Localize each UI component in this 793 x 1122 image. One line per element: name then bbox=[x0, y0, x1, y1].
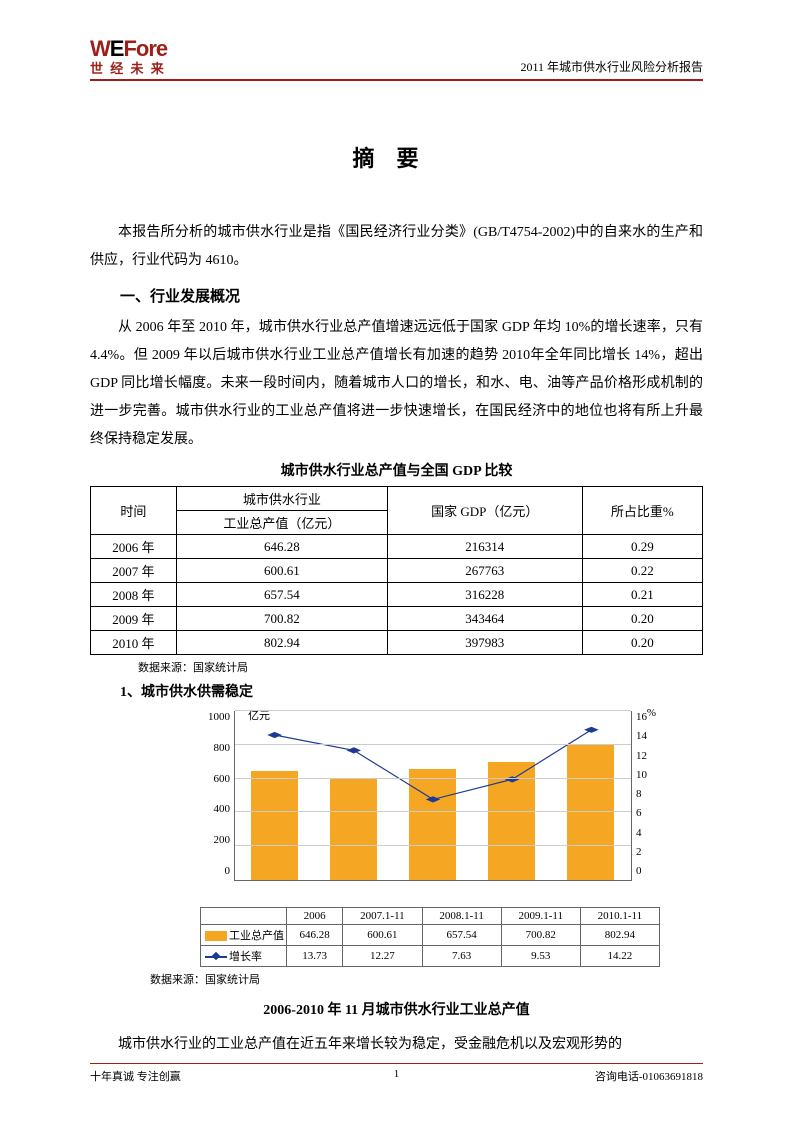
y-right-tick: 16 bbox=[636, 711, 647, 723]
header: WEFore 世 经 未 来 2011 年城市供水行业风险分析报告 bbox=[90, 38, 703, 81]
table-cell: 2008 年 bbox=[91, 583, 177, 607]
header-title: 2011 年城市供水行业风险分析报告 bbox=[520, 58, 703, 75]
logo-w: W bbox=[90, 36, 110, 61]
y-left-tick: 1000 bbox=[208, 711, 230, 723]
gdp-comparison-table: 时间 城市供水行业 国家 GDP（亿元） 所占比重% 工业总产值（亿元） 200… bbox=[90, 486, 703, 655]
table1-source: 数据来源：国家统计局 bbox=[138, 659, 703, 675]
table1-title: 城市供水行业总产值与全国 GDP 比较 bbox=[90, 460, 703, 480]
logo-fore: Fore bbox=[123, 36, 167, 61]
paragraph-intro: 本报告所分析的城市供水行业是指《国民经济行业分类》(GB/T4754-2002)… bbox=[90, 219, 703, 275]
y-left-tick: 800 bbox=[214, 742, 231, 754]
th-gdp: 国家 GDP（亿元） bbox=[387, 487, 582, 535]
page-title: 摘要 bbox=[90, 141, 703, 173]
y-right-tick: 0 bbox=[636, 865, 642, 877]
logo: WEFore 世 经 未 来 bbox=[90, 38, 167, 75]
y-right-tick: 10 bbox=[636, 769, 647, 781]
chart-line-value-cell: 12.27 bbox=[343, 946, 422, 967]
th-pct: 所占比重% bbox=[582, 487, 702, 535]
chart-line-value-cell: 9.53 bbox=[501, 946, 580, 967]
table-cell: 2006 年 bbox=[91, 535, 177, 559]
chart-category-cell: 2006 bbox=[287, 908, 343, 925]
y-axis-right: 16 14 12 10 8 6 4 2 0 bbox=[632, 707, 660, 877]
chart-category-cell: 2010.1-11 bbox=[580, 908, 659, 925]
page-footer: 十年真诚 专注创赢 1 咨询电话-01063691818 bbox=[90, 1063, 703, 1084]
table-cell: 0.20 bbox=[582, 631, 702, 655]
chart-category-cell: 2009.1-11 bbox=[501, 908, 580, 925]
table-cell: 600.61 bbox=[176, 559, 387, 583]
table-cell: 267763 bbox=[387, 559, 582, 583]
logo-subtitle: 世 经 未 来 bbox=[90, 62, 167, 75]
y-right-tick: 2 bbox=[636, 846, 642, 858]
chart-line-value-cell: 14.22 bbox=[580, 946, 659, 967]
footer-page-number: 1 bbox=[90, 1068, 703, 1080]
table-cell: 0.20 bbox=[582, 607, 702, 631]
table-row: 2008 年657.543162280.21 bbox=[91, 583, 703, 607]
chart-bar bbox=[488, 762, 535, 880]
logo-e: E bbox=[110, 36, 124, 61]
th-group: 城市供水行业 bbox=[176, 487, 387, 511]
chart-title: 2006-2010 年 11 月城市供水行业工业总产值 bbox=[90, 999, 703, 1019]
table-cell: 216314 bbox=[387, 535, 582, 559]
y-left-tick: 400 bbox=[214, 803, 231, 815]
table-cell: 802.94 bbox=[176, 631, 387, 655]
chart-bar-value-cell: 600.61 bbox=[343, 925, 422, 946]
paragraph-2: 从 2006 年至 2010 年，城市供水行业总产值增速远远低于国家 GDP 年… bbox=[90, 314, 703, 454]
table-cell: 646.28 bbox=[176, 535, 387, 559]
chart-bar-value-cell: 657.54 bbox=[422, 925, 501, 946]
table-cell: 0.21 bbox=[582, 583, 702, 607]
table-cell: 657.54 bbox=[176, 583, 387, 607]
chart-line-value-cell: 13.73 bbox=[287, 946, 343, 967]
table-cell: 397983 bbox=[387, 631, 582, 655]
bar-line-chart: 亿元 % 10008006004002000 1614121086420 200… bbox=[200, 707, 660, 967]
y-axis-left: 1000 800 600 400 200 0 bbox=[200, 707, 234, 877]
y-left-tick: 0 bbox=[225, 865, 231, 877]
bar-legend-label: 工业总产值 bbox=[229, 930, 284, 942]
y-right-tick: 14 bbox=[636, 730, 647, 742]
table-row: 2006 年646.282163140.29 bbox=[91, 535, 703, 559]
section-heading-1: 一、行业发展概况 bbox=[90, 285, 703, 306]
chart-category-cell: 2007.1-11 bbox=[343, 908, 422, 925]
chart-legend-table: 20062007.1-112008.1-112009.1-112010.1-11… bbox=[200, 907, 660, 967]
table-row: 2007 年600.612677630.22 bbox=[91, 559, 703, 583]
chart-bar-value-cell: 700.82 bbox=[501, 925, 580, 946]
chart-category-cell: 2008.1-11 bbox=[422, 908, 501, 925]
y-right-tick: 12 bbox=[636, 750, 647, 762]
table-cell: 2007 年 bbox=[91, 559, 177, 583]
bar-legend-swatch bbox=[205, 931, 227, 941]
table-cell: 316228 bbox=[387, 583, 582, 607]
sub-heading-1: 1、城市供水供需稳定 bbox=[120, 681, 703, 701]
y-left-tick: 600 bbox=[214, 773, 231, 785]
chart-bar bbox=[409, 769, 456, 880]
chart-bar bbox=[330, 779, 377, 881]
y-right-tick: 6 bbox=[636, 807, 642, 819]
chart-bar-value-cell: 646.28 bbox=[287, 925, 343, 946]
line-legend-swatch bbox=[205, 952, 227, 962]
chart-bar-value-cell: 802.94 bbox=[580, 925, 659, 946]
table-row: 2009 年700.823434640.20 bbox=[91, 607, 703, 631]
chart-source: 数据来源：国家统计局 bbox=[150, 971, 703, 987]
table-cell: 343464 bbox=[387, 607, 582, 631]
y-right-tick: 8 bbox=[636, 788, 642, 800]
table-row: 2010 年802.943979830.20 bbox=[91, 631, 703, 655]
table-cell: 0.22 bbox=[582, 559, 702, 583]
table-cell: 2010 年 bbox=[91, 631, 177, 655]
chart-plot bbox=[234, 711, 632, 881]
th-sub: 工业总产值（亿元） bbox=[176, 511, 387, 535]
chart-bar bbox=[251, 771, 298, 880]
table-cell: 2009 年 bbox=[91, 607, 177, 631]
table-cell: 0.29 bbox=[582, 535, 702, 559]
table-cell: 700.82 bbox=[176, 607, 387, 631]
y-right-tick: 4 bbox=[636, 827, 642, 839]
y-right-unit: % bbox=[647, 707, 656, 719]
y-left-tick: 200 bbox=[214, 834, 231, 846]
chart-line-value-cell: 7.63 bbox=[422, 946, 501, 967]
line-legend-label: 增长率 bbox=[229, 951, 262, 963]
paragraph-3: 城市供水行业的工业总产值在近五年来增长较为稳定，受金融危机以及宏观形势的 bbox=[90, 1031, 703, 1059]
th-time: 时间 bbox=[91, 487, 177, 535]
